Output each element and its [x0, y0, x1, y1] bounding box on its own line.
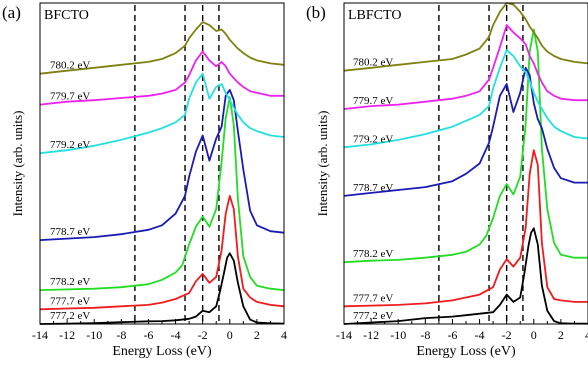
x-tick-label: -8 [420, 328, 430, 342]
panel-letter: (a) [2, 3, 21, 22]
series-line [39, 50, 284, 106]
series-line [39, 21, 285, 75]
x-tick-label: -14 [336, 328, 352, 342]
x-tick-label: -10 [390, 328, 406, 342]
x-tick-label: -2 [198, 328, 208, 342]
sample-name: BFCTO [44, 8, 89, 23]
series-label: 778.7 eV [353, 182, 393, 194]
series-label: 777.2 eV [353, 310, 393, 322]
series-line [39, 194, 285, 311]
y-axis-label: Intensity (arb. units) [315, 111, 330, 217]
x-tick-label: -14 [32, 328, 48, 342]
x-tick-label: 2 [558, 328, 564, 342]
series-line [343, 2, 588, 72]
series-label: 778.2 eV [50, 276, 90, 288]
x-tick-label: -10 [86, 328, 102, 342]
series-label: 777.7 eV [353, 292, 393, 304]
series-label: 777.2 eV [50, 310, 90, 322]
series-label: 778.2 eV [353, 248, 393, 260]
series-label: 779.7 eV [50, 91, 90, 103]
x-tick-label: -4 [475, 328, 485, 342]
x-axis-label: Energy Loss (eV) [416, 344, 516, 359]
x-tick-label: 0 [227, 328, 233, 342]
series-line [343, 149, 588, 308]
series-line [39, 89, 285, 241]
series-label: 779.2 eV [353, 133, 393, 145]
series-label: 779.2 eV [50, 139, 90, 151]
x-tick-label: -6 [143, 328, 153, 342]
x-tick-label: -2 [502, 328, 512, 342]
x-tick-label: -8 [116, 328, 126, 342]
series-label: 779.7 eV [353, 95, 393, 107]
series-label: 780.2 eV [353, 57, 393, 69]
x-tick-label: -6 [447, 328, 457, 342]
x-tick-label: 2 [254, 328, 260, 342]
x-tick-label: 4 [585, 328, 588, 342]
series-label: 778.7 eV [50, 226, 90, 238]
x-tick-label: 4 [281, 328, 287, 342]
series-line [39, 252, 285, 325]
chart-panel-b: 777.2 eV 777.7 eV 778.2 eV 778.7 eV 779.2 eV… [306, 2, 588, 359]
chart-panel-a: 777.2 eV 777.7 eV 778.2 eV 778.7 eV 779.2 eV… [2, 2, 287, 359]
series-line [343, 66, 588, 197]
plot-frame [343, 2, 588, 325]
x-tick-label: 0 [531, 328, 537, 342]
x-tick-label: -12 [363, 328, 379, 342]
series-line [39, 72, 285, 155]
series-label: 777.7 eV [50, 295, 90, 307]
series-line [343, 24, 588, 110]
sample-name: LBFCTO [348, 8, 401, 23]
series-line [343, 227, 588, 325]
x-tick-label: -4 [171, 328, 181, 342]
series-line [39, 96, 285, 291]
series-line [343, 49, 588, 149]
series-line [343, 28, 588, 264]
panel-letter: (b) [306, 3, 326, 22]
x-axis-label: Energy Loss (eV) [112, 344, 212, 359]
y-axis-label: Intensity (arb. units) [10, 111, 25, 217]
series-label: 780.2 eV [50, 60, 90, 72]
x-tick-label: -12 [59, 328, 75, 342]
